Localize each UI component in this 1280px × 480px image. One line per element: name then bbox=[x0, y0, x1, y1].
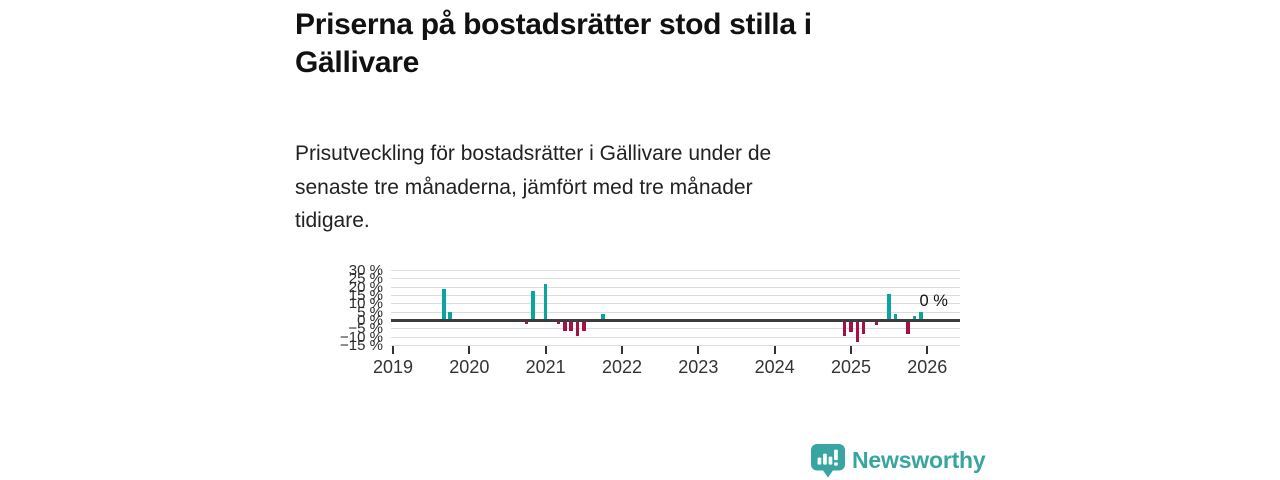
x-axis-tick-label: 2025 bbox=[830, 357, 871, 377]
y-axis-tick-label: −10 % bbox=[340, 328, 383, 346]
y-axis-tick-label: 15 % bbox=[348, 287, 383, 304]
gridline bbox=[391, 270, 960, 271]
x-axis-tick bbox=[697, 346, 700, 354]
positive-bar bbox=[601, 313, 605, 321]
positive-bar bbox=[531, 290, 535, 321]
negative-bar bbox=[874, 320, 879, 325]
chart-subtitle-line: tidigare. bbox=[295, 209, 370, 232]
y-axis-tick-label: −15 % bbox=[340, 337, 383, 354]
positive-bar bbox=[448, 312, 453, 321]
x-axis-tick-label: 2023 bbox=[678, 357, 719, 377]
y-axis-tick-label: −5 % bbox=[348, 320, 383, 338]
latest-value-label: 0 % bbox=[919, 292, 948, 310]
x-axis-tick bbox=[468, 346, 471, 354]
positive-bar bbox=[887, 293, 891, 321]
x-axis-tick-label: 2024 bbox=[754, 357, 795, 377]
x-axis-tick-label: 2026 bbox=[907, 357, 948, 377]
chart-subtitle-line: Prisutveckling för bostadsrätter i Gälli… bbox=[295, 142, 772, 165]
negative-bar bbox=[855, 320, 860, 343]
gridline bbox=[391, 303, 960, 305]
chart-subtitle: Prisutveckling för bostadsrätter i Gälli… bbox=[295, 137, 935, 238]
x-axis-tick-label: 2019 bbox=[372, 357, 414, 377]
x-axis-tick bbox=[392, 346, 394, 354]
positive-bar bbox=[543, 283, 548, 321]
newsworthy-speech-bubble-chart-icon bbox=[811, 443, 845, 477]
negative-bar bbox=[524, 320, 529, 324]
x-axis-tick bbox=[849, 346, 852, 354]
page-title-line: Gällivare bbox=[295, 46, 420, 79]
negative-bar bbox=[861, 320, 866, 334]
x-axis-tick-label: 2022 bbox=[601, 357, 642, 377]
x-axis-tick-label: 2021 bbox=[525, 357, 566, 377]
y-axis-tick-label: 0 % bbox=[357, 312, 383, 329]
gridline bbox=[391, 345, 960, 346]
x-axis-tick bbox=[926, 346, 929, 354]
positive-bar bbox=[893, 313, 898, 321]
positive-bar bbox=[912, 315, 917, 321]
negative-bar bbox=[849, 320, 853, 333]
chart-subtitle-line: senaste tre månaderna, jämfört med tre m… bbox=[295, 175, 753, 199]
x-axis-tick bbox=[773, 346, 776, 354]
gridline bbox=[391, 336, 960, 338]
gridline bbox=[391, 311, 960, 313]
gridline bbox=[391, 328, 960, 330]
y-axis-tick-label: 20 % bbox=[348, 278, 383, 296]
y-axis-tick-label: 10 % bbox=[348, 295, 383, 313]
x-axis-tick-label: 2020 bbox=[449, 357, 490, 377]
y-axis-tick-label: 30 % bbox=[348, 262, 383, 279]
gridline bbox=[391, 286, 960, 288]
y-axis-tick-label: 25 % bbox=[348, 270, 383, 288]
x-axis-tick bbox=[544, 346, 547, 354]
gridline bbox=[391, 278, 960, 280]
newsworthy-logo-text: Newsworthy bbox=[852, 447, 986, 473]
negative-bar bbox=[842, 320, 847, 336]
page-title: Priserna på bostadsrätter stod stilla i … bbox=[295, 6, 985, 82]
zero-baseline bbox=[391, 319, 960, 322]
negative-bar bbox=[906, 320, 911, 334]
x-axis-tick bbox=[620, 346, 623, 354]
gridline bbox=[391, 295, 960, 296]
newsworthy-logo[interactable]: Newsworthy bbox=[811, 443, 986, 478]
page-title-line: Priserna på bostadsrätter stod stilla i bbox=[295, 8, 812, 41]
negative-bar bbox=[562, 320, 567, 331]
negative-bar bbox=[556, 320, 561, 324]
y-axis-tick-label: 5 % bbox=[357, 303, 383, 321]
negative-bar bbox=[582, 320, 586, 331]
negative-bar bbox=[569, 320, 573, 331]
positive-bar bbox=[442, 288, 446, 321]
positive-bar bbox=[919, 312, 923, 321]
negative-bar bbox=[575, 320, 580, 336]
